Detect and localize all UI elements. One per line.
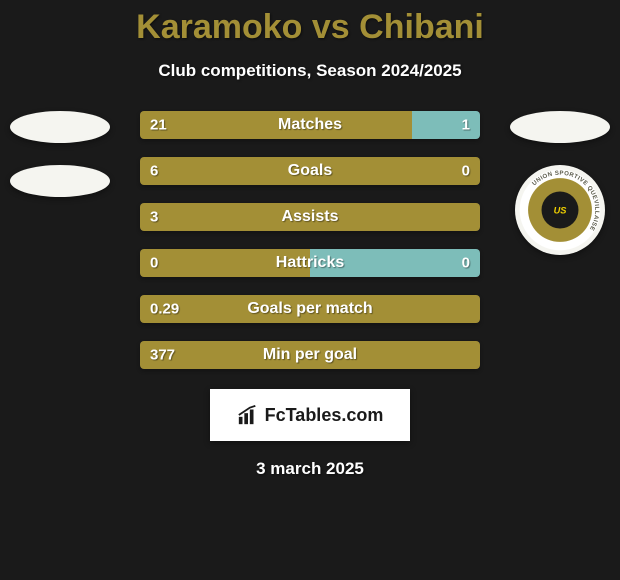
date-text: 3 march 2025 [0,459,620,479]
right-club-badge: UNION SPORTIVE QUEVILLAISE US [515,165,605,255]
bar-segment-left [140,111,412,139]
bar-row: 21 1 Matches [140,111,480,139]
bars-container: 21 1 Matches 6 0 Goals 3 Assists 0 0 Hattricks 0.29… [140,111,480,369]
logo-chart-icon [237,404,259,426]
left-badge-column [0,111,120,197]
bar-value-right: 0 [462,255,470,272]
bar-row: 377 Min per goal [140,341,480,369]
right-badge-column: UNION SPORTIVE QUEVILLAISE US [500,111,620,255]
logo-box: FcTables.com [210,389,410,441]
bar-label: Hattricks [276,254,344,272]
player2-name: Chibani [359,8,484,46]
bar-row: 6 0 Goals [140,157,480,185]
bar-value-left: 21 [150,117,167,134]
chart-area: UNION SPORTIVE QUEVILLAISE US 21 1 Matches… [0,111,620,369]
subtitle: Club competitions, Season 2024/2025 [0,61,620,81]
bar-row: 3 Assists [140,203,480,231]
svg-text:US: US [554,205,568,215]
vs-text: vs [312,8,350,46]
bar-value-left: 3 [150,209,158,226]
bar-label: Assists [282,208,339,226]
bar-row: 0.29 Goals per match [140,295,480,323]
bar-label: Goals per match [247,300,372,318]
bar-label: Goals [288,162,332,180]
left-badge-2 [10,165,110,197]
bar-row: 0 0 Hattricks [140,249,480,277]
bar-label: Matches [278,116,342,134]
left-badge-1 [10,111,110,143]
bar-value-left: 377 [150,347,175,364]
player1-name: Karamoko [136,8,302,46]
bar-value-left: 6 [150,163,158,180]
bar-label: Min per goal [263,346,357,364]
club-badge-icon: UNION SPORTIVE QUEVILLAISE US [518,168,602,252]
bar-value-right: 0 [462,163,470,180]
right-badge-1 [510,111,610,143]
logo-text: FcTables.com [265,405,384,426]
bar-value-left: 0.29 [150,301,179,318]
bar-value-left: 0 [150,255,158,272]
bar-value-right: 1 [462,117,470,134]
comparison-title: Karamoko vs Chibani [0,0,620,47]
